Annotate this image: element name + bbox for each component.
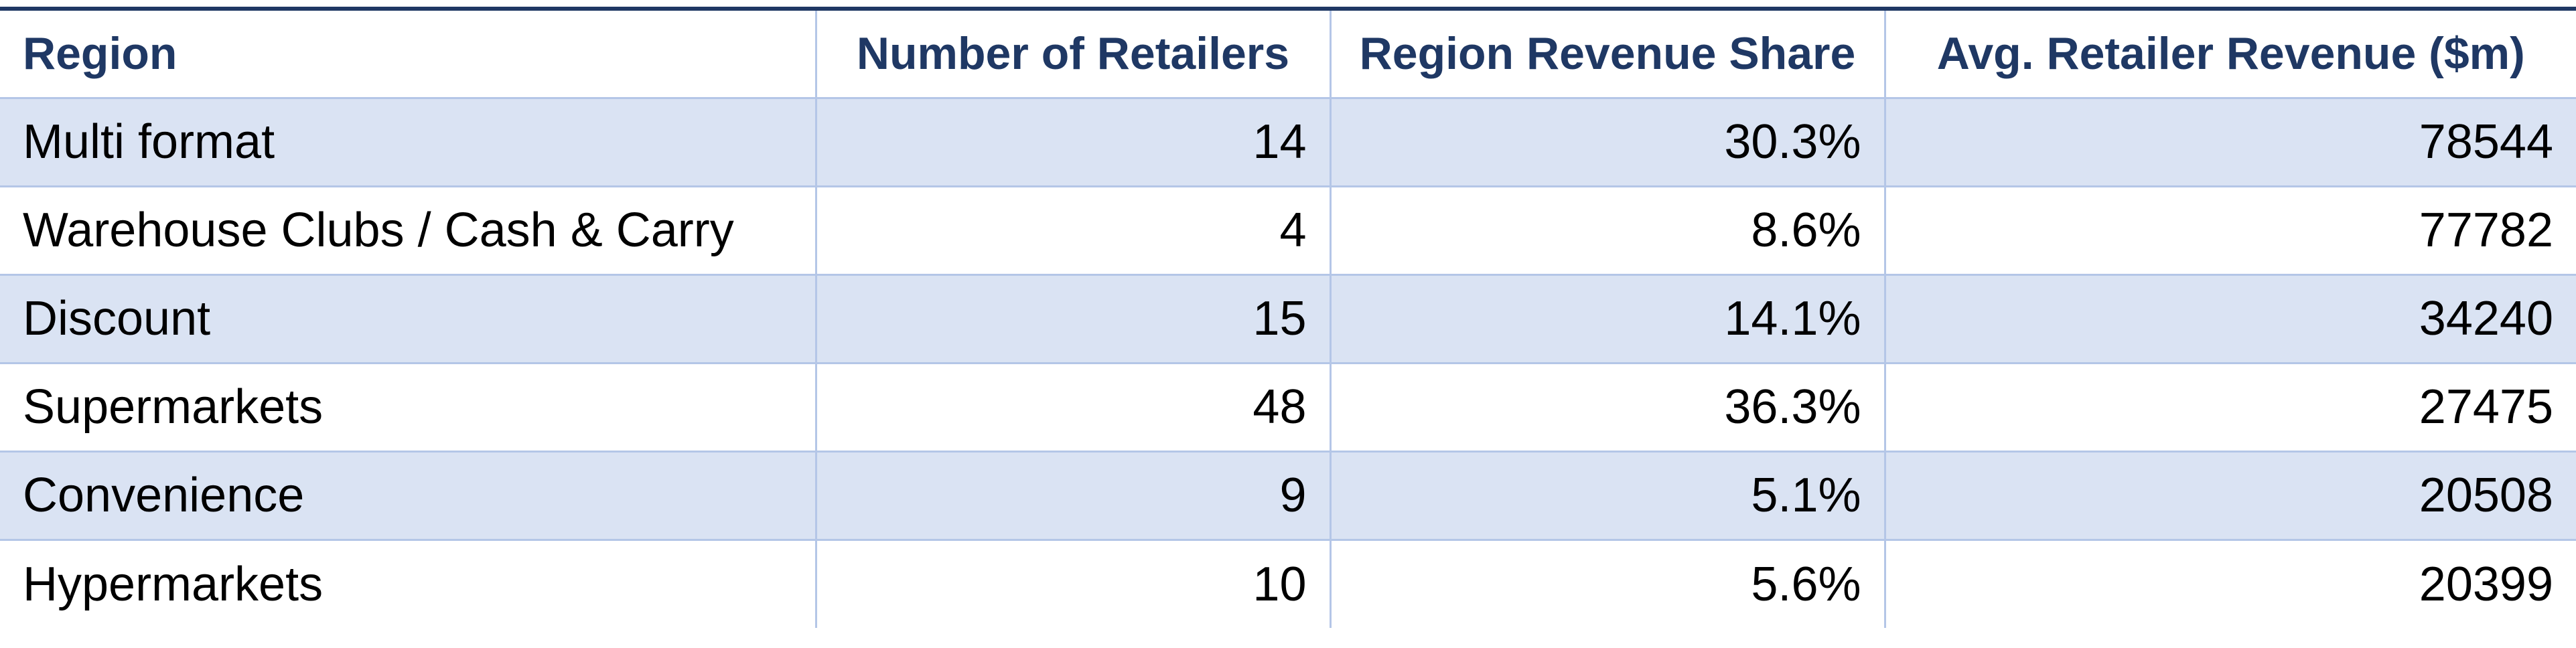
cell-revenue-share: 5.1% (1330, 451, 1886, 541)
cell-avg-retailer-revenue: 20399 (1885, 540, 2576, 628)
cell-number-of-retailers: 15 (816, 274, 1332, 364)
cell-number-of-retailers: 4 (816, 186, 1332, 276)
cell-number-of-retailers: 9 (816, 451, 1332, 541)
table-row: Discount 15 14.1% 34240 (0, 274, 2576, 364)
table-row: Hypermarkets 10 5.6% 20399 (0, 540, 2576, 628)
header-avg-retailer-revenue: Avg. Retailer Revenue ($m) (1885, 11, 2576, 99)
cell-region: Warehouse Clubs / Cash & Carry (0, 186, 817, 276)
table-row: Supermarkets 48 36.3% 27475 (0, 363, 2576, 453)
table-row: Warehouse Clubs / Cash & Carry 4 8.6% 77… (0, 186, 2576, 276)
cell-revenue-share: 5.6% (1330, 540, 1886, 628)
cell-region: Convenience (0, 451, 817, 541)
header-number-of-retailers: Number of Retailers (816, 11, 1332, 99)
cell-avg-retailer-revenue: 27475 (1885, 363, 2576, 453)
cell-avg-retailer-revenue: 34240 (1885, 274, 2576, 364)
cell-revenue-share: 36.3% (1330, 363, 1886, 453)
cell-region: Hypermarkets (0, 540, 817, 628)
table-row: Convenience 9 5.1% 20508 (0, 451, 2576, 541)
cell-avg-retailer-revenue: 77782 (1885, 186, 2576, 276)
retail-formats-table-container: Region Number of Retailers Region Revenu… (0, 7, 2576, 628)
cell-number-of-retailers: 48 (816, 363, 1332, 453)
table-row: Multi format 14 30.3% 78544 (0, 98, 2576, 187)
retail-formats-table: Region Number of Retailers Region Revenu… (0, 11, 2576, 628)
cell-revenue-share: 8.6% (1330, 186, 1886, 276)
cell-revenue-share: 14.1% (1330, 274, 1886, 364)
cell-region: Supermarkets (0, 363, 817, 453)
header-region: Region (0, 11, 817, 99)
table-header: Region Number of Retailers Region Revenu… (0, 11, 2576, 99)
cell-number-of-retailers: 14 (816, 98, 1332, 187)
cell-revenue-share: 30.3% (1330, 98, 1886, 187)
header-region-revenue-share: Region Revenue Share (1330, 11, 1886, 99)
header-row: Region Number of Retailers Region Revenu… (0, 11, 2576, 99)
cell-avg-retailer-revenue: 20508 (1885, 451, 2576, 541)
cell-region: Discount (0, 274, 817, 364)
cell-region: Multi format (0, 98, 817, 187)
cell-avg-retailer-revenue: 78544 (1885, 98, 2576, 187)
cell-number-of-retailers: 10 (816, 540, 1332, 628)
table-body: Multi format 14 30.3% 78544 Warehouse Cl… (0, 98, 2576, 628)
